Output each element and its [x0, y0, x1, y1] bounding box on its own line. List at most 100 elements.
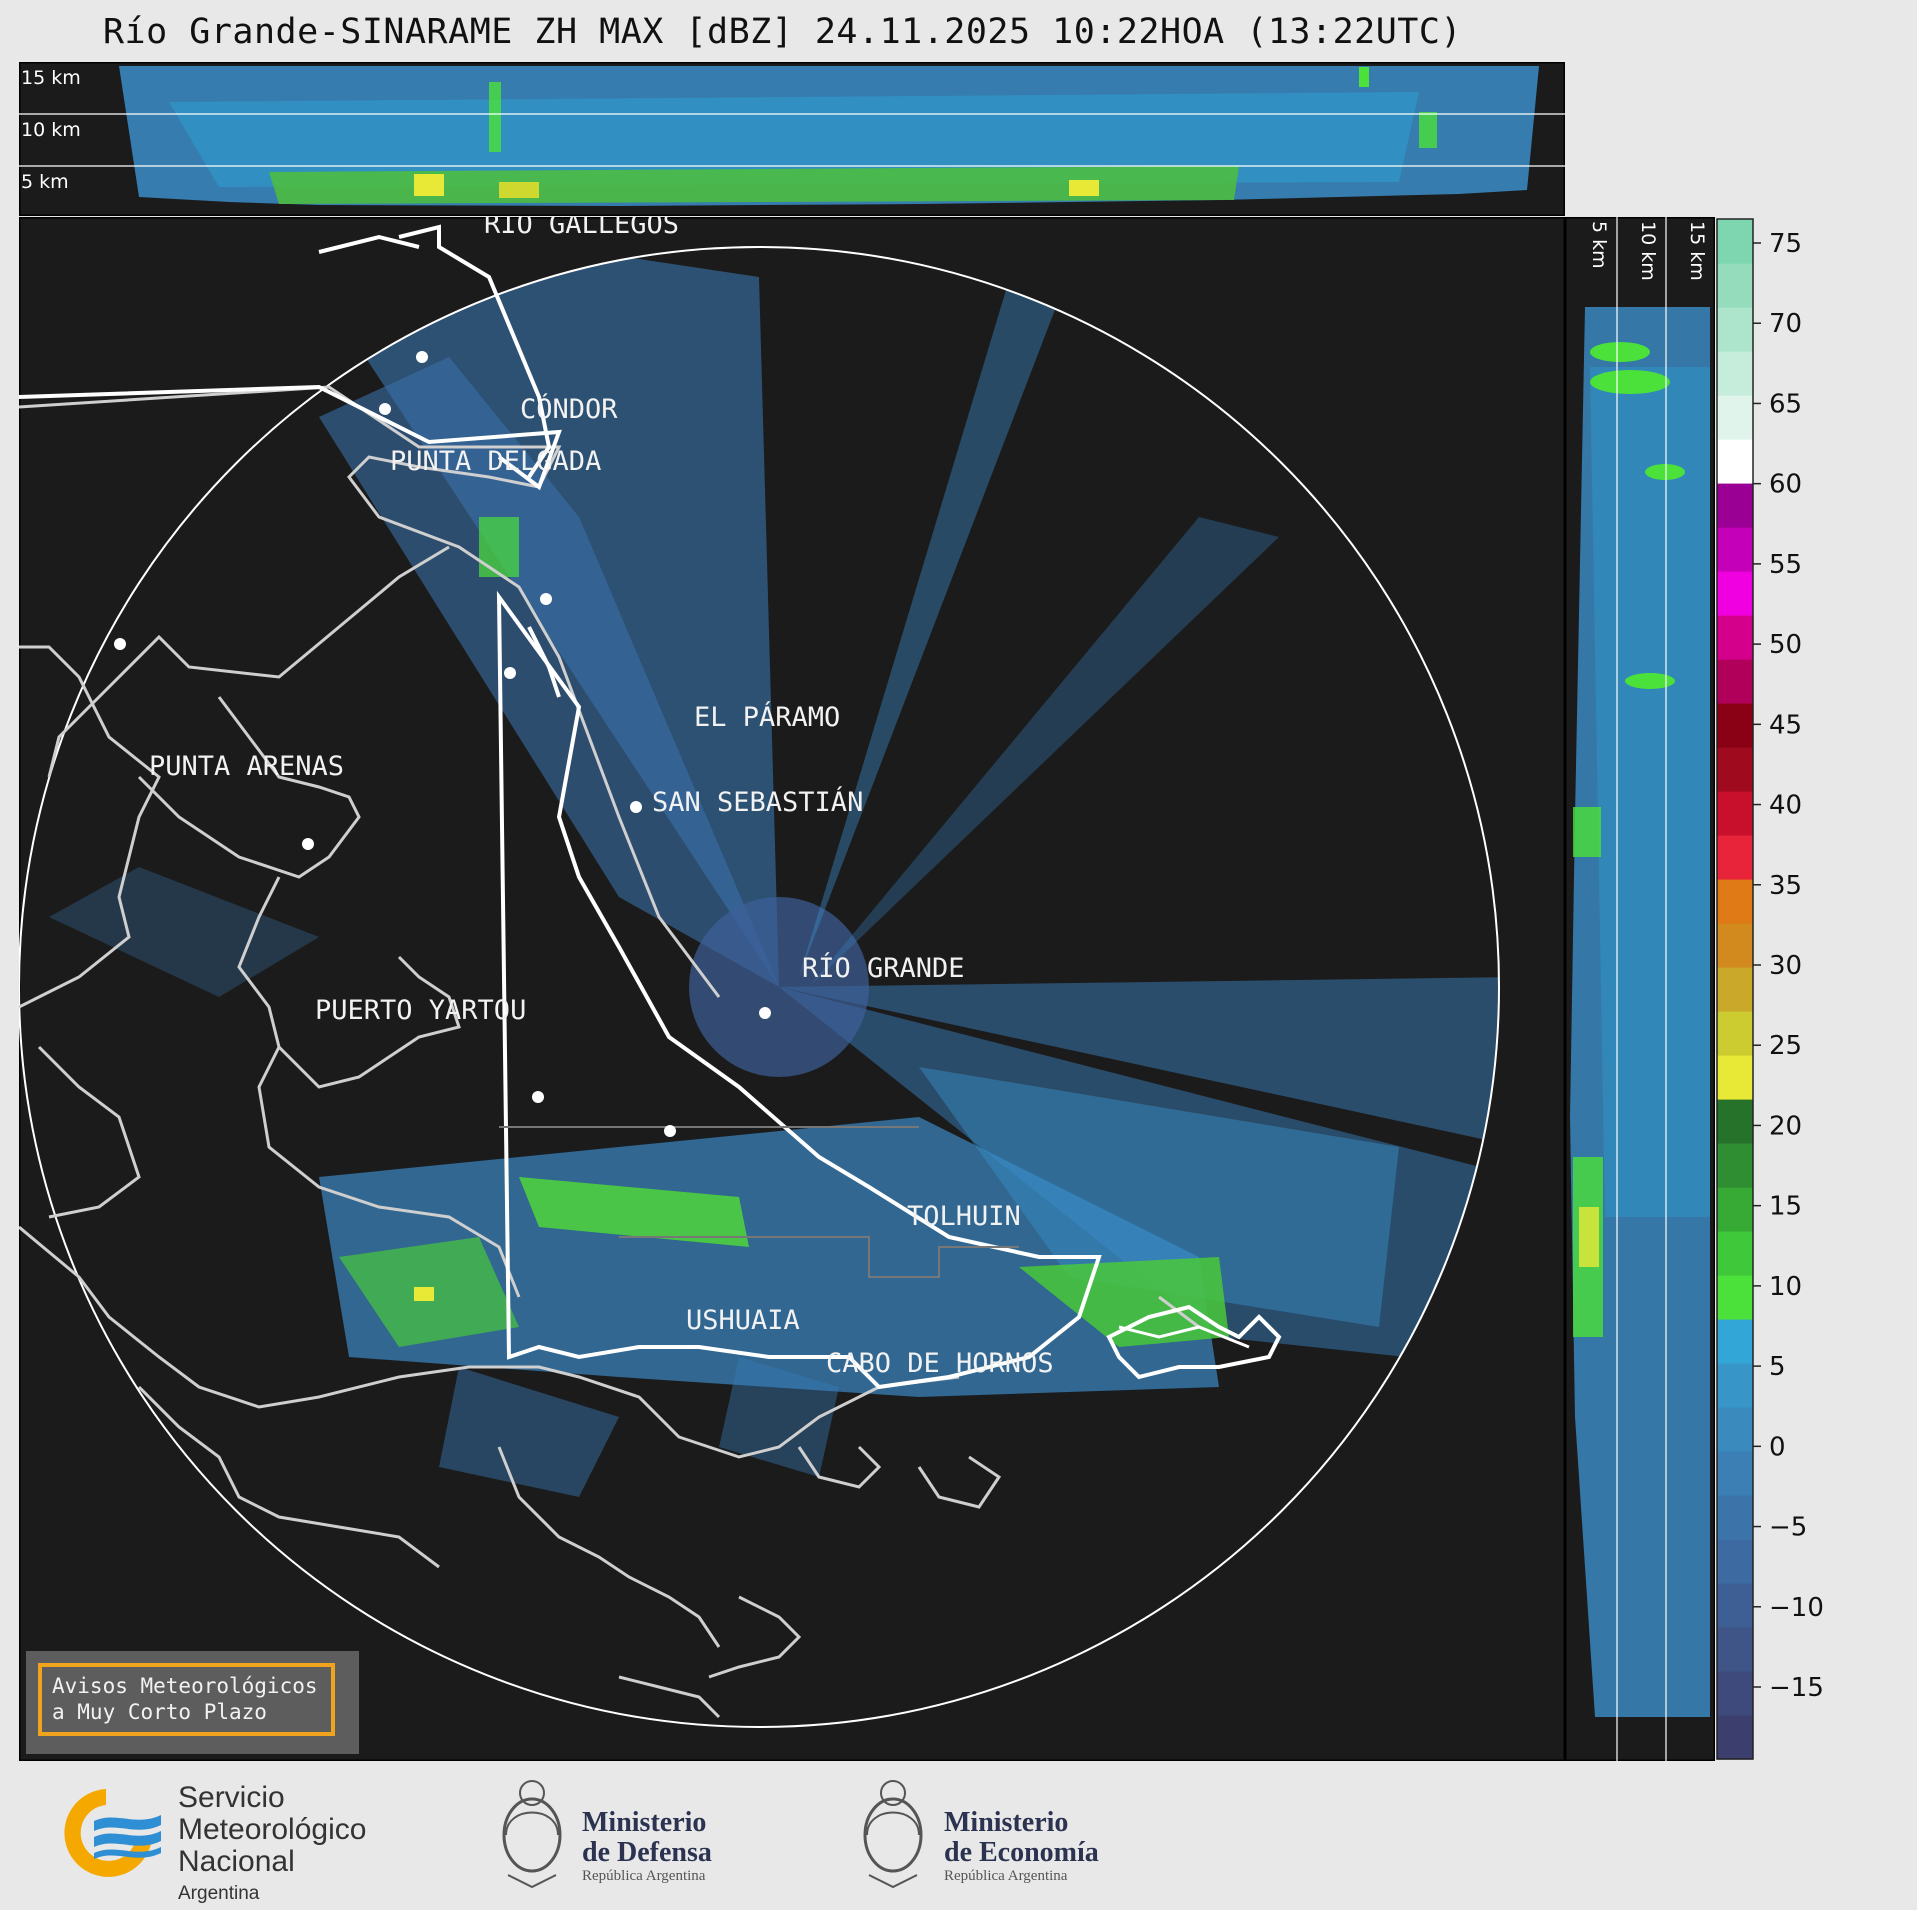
economia-line-3: República Argentina: [944, 1868, 1068, 1884]
coat-of-arms-icon: [863, 1780, 923, 1889]
colorbar-tick-label: 65: [1769, 389, 1802, 419]
smn-line-3: Nacional: [178, 1845, 295, 1878]
colorbar-tick-label: 40: [1769, 791, 1802, 821]
place-label-san-sebastian: SAN SEBASTIÁN: [652, 786, 863, 818]
colorbar-band: [1717, 879, 1753, 924]
colorbar-band: [1717, 791, 1753, 836]
warning-line-2: a Muy Corto Plazo: [52, 1700, 267, 1724]
coat-of-arms-icon: [502, 1780, 562, 1889]
colorbar-band: [1717, 1627, 1753, 1672]
radar-range-ring: [19, 246, 1500, 1728]
warning-line-1: Avisos Meteorológicos: [52, 1674, 318, 1698]
defensa-line-1: Ministerio: [582, 1807, 707, 1838]
colorbar-band: [1717, 1231, 1753, 1276]
side-profile-label-10km: 10 km: [1637, 221, 1659, 281]
colorbar-band: [1717, 351, 1753, 396]
radar-map: RÍO GALLEGOS CÓNDOR PUNTA DELGADA EL PÁR…: [19, 217, 1565, 1761]
colorbar-band: [1717, 1363, 1753, 1408]
colorbar-band: [1717, 1407, 1753, 1452]
colorbar-band: [1717, 923, 1753, 968]
place-label-puerto-yartou: PUERTO YARTOU: [315, 995, 526, 1026]
top-profile-label-5km: 5 km: [21, 171, 69, 193]
colorbar-tick-label: 45: [1769, 710, 1802, 740]
height-profile-side: 5 km 10 km 15 km: [1565, 217, 1715, 1761]
colorbar-band: [1717, 219, 1753, 264]
colorbar-tick-label: 30: [1769, 951, 1802, 981]
colorbar-tick-label: 70: [1769, 309, 1802, 339]
colorbar-band: [1717, 395, 1753, 440]
colorbar-band: [1717, 307, 1753, 352]
place-label-ushuaia: USHUAIA: [686, 1305, 800, 1336]
economia-line-1: Ministerio: [944, 1807, 1069, 1838]
place-label-rio-gallegos: RÍO GALLEGOS: [484, 217, 679, 240]
colorbar-tick-label: 50: [1769, 630, 1802, 660]
colorbar-tick-label: −10: [1769, 1593, 1824, 1623]
colorbar-tick-label: −15: [1769, 1673, 1824, 1703]
short-term-warning-box[interactable]: Avisos Meteorológicos a Muy Corto Plazo: [26, 1651, 359, 1754]
colorbar-band: [1717, 1143, 1753, 1188]
place-labels: RÍO GALLEGOS CÓNDOR PUNTA DELGADA EL PÁR…: [149, 217, 1054, 1379]
height-profile-top: 15 km 10 km 5 km: [19, 62, 1565, 216]
colorbar-band: [1717, 571, 1753, 616]
reflectivity-field: [49, 247, 1499, 1497]
border-line: [496, 590, 1102, 1390]
colorbar-band: [1717, 747, 1753, 792]
colorbar-band: [1717, 1671, 1753, 1716]
smn-logo: [64, 1789, 161, 1877]
defensa-line-3: República Argentina: [582, 1868, 706, 1884]
top-profile-label-10km: 10 km: [21, 119, 81, 141]
colorbar-band: [1717, 1187, 1753, 1232]
place-label-cabo-de-hornos: CABO DE HORNOS: [826, 1348, 1054, 1379]
place-label-el-paramo: EL PÁRAMO: [694, 701, 840, 733]
colorbar-tick-label: 55: [1769, 550, 1802, 580]
place-label-condor: CÓNDOR: [520, 393, 618, 425]
colorbar-band: [1717, 835, 1753, 880]
colorbar-tick-label: 10: [1769, 1272, 1802, 1302]
colorbar-tick-label: 75: [1769, 229, 1802, 259]
smn-line-1: Servicio: [178, 1781, 285, 1814]
colorbar-band: [1717, 1583, 1753, 1628]
colorbar-band: [1717, 1011, 1753, 1056]
colorbar-band: [1717, 1319, 1753, 1364]
side-profile-label-5km: 5 km: [1588, 221, 1610, 269]
colorbar-band: [1717, 1099, 1753, 1144]
place-label-punta-arenas: PUNTA ARENAS: [149, 751, 344, 782]
colorbar-tick-label: −5: [1769, 1513, 1807, 1543]
colorbar-tick-label: 35: [1769, 871, 1802, 901]
place-markers: [114, 351, 771, 1137]
coastlines: [19, 385, 1200, 1719]
colorbar-band: [1717, 1275, 1753, 1320]
economia-line-2: de Economía: [944, 1837, 1099, 1868]
colorbar-band: [1717, 527, 1753, 572]
place-label-tolhuin: TOLHUIN: [907, 1201, 1021, 1232]
colorbar-band: [1717, 483, 1753, 528]
ministerio-defensa: Ministerio de Defensa República Argentin…: [582, 1808, 712, 1885]
colorbar-tick-label: 60: [1769, 470, 1802, 500]
colorbar-band: [1717, 659, 1753, 704]
colorbar-band: [1717, 439, 1753, 484]
colorbar-tick-label: 0: [1769, 1432, 1786, 1462]
colorbar-band: [1717, 703, 1753, 748]
colorbar-band: [1717, 615, 1753, 660]
top-profile-label-15km: 15 km: [21, 67, 81, 89]
page-title: Río Grande-SINARAME ZH MAX [dBZ] 24.11.2…: [102, 12, 1463, 52]
place-label-rio-grande: RÍO GRANDE: [802, 952, 965, 984]
colorbar-tick-label: 25: [1769, 1031, 1802, 1061]
smn-line-4: Argentina: [178, 1883, 260, 1904]
place-label-punta-delgada: PUNTA DELGADA: [390, 446, 601, 477]
smn-line-2: Meteorológico: [178, 1813, 367, 1846]
side-profile-label-15km: 15 km: [1686, 221, 1708, 281]
colorbar-tick-label: 15: [1769, 1192, 1802, 1222]
colorbar-band: [1717, 1495, 1753, 1540]
ministerio-economia: Ministerio de Economía República Argenti…: [944, 1808, 1099, 1885]
colorbar-band: [1717, 263, 1753, 308]
colorbar-band: [1717, 967, 1753, 1012]
colorbar-band: [1717, 1451, 1753, 1496]
smn-name: Servicio Meteorológico Nacional Argentin…: [178, 1782, 366, 1910]
colorbar-band: [1717, 1539, 1753, 1584]
colorbar-band: [1717, 1055, 1753, 1100]
defensa-line-2: de Defensa: [582, 1837, 712, 1868]
colorbar-band: [1717, 1715, 1753, 1760]
colorbar-tick-label: 20: [1769, 1111, 1802, 1141]
